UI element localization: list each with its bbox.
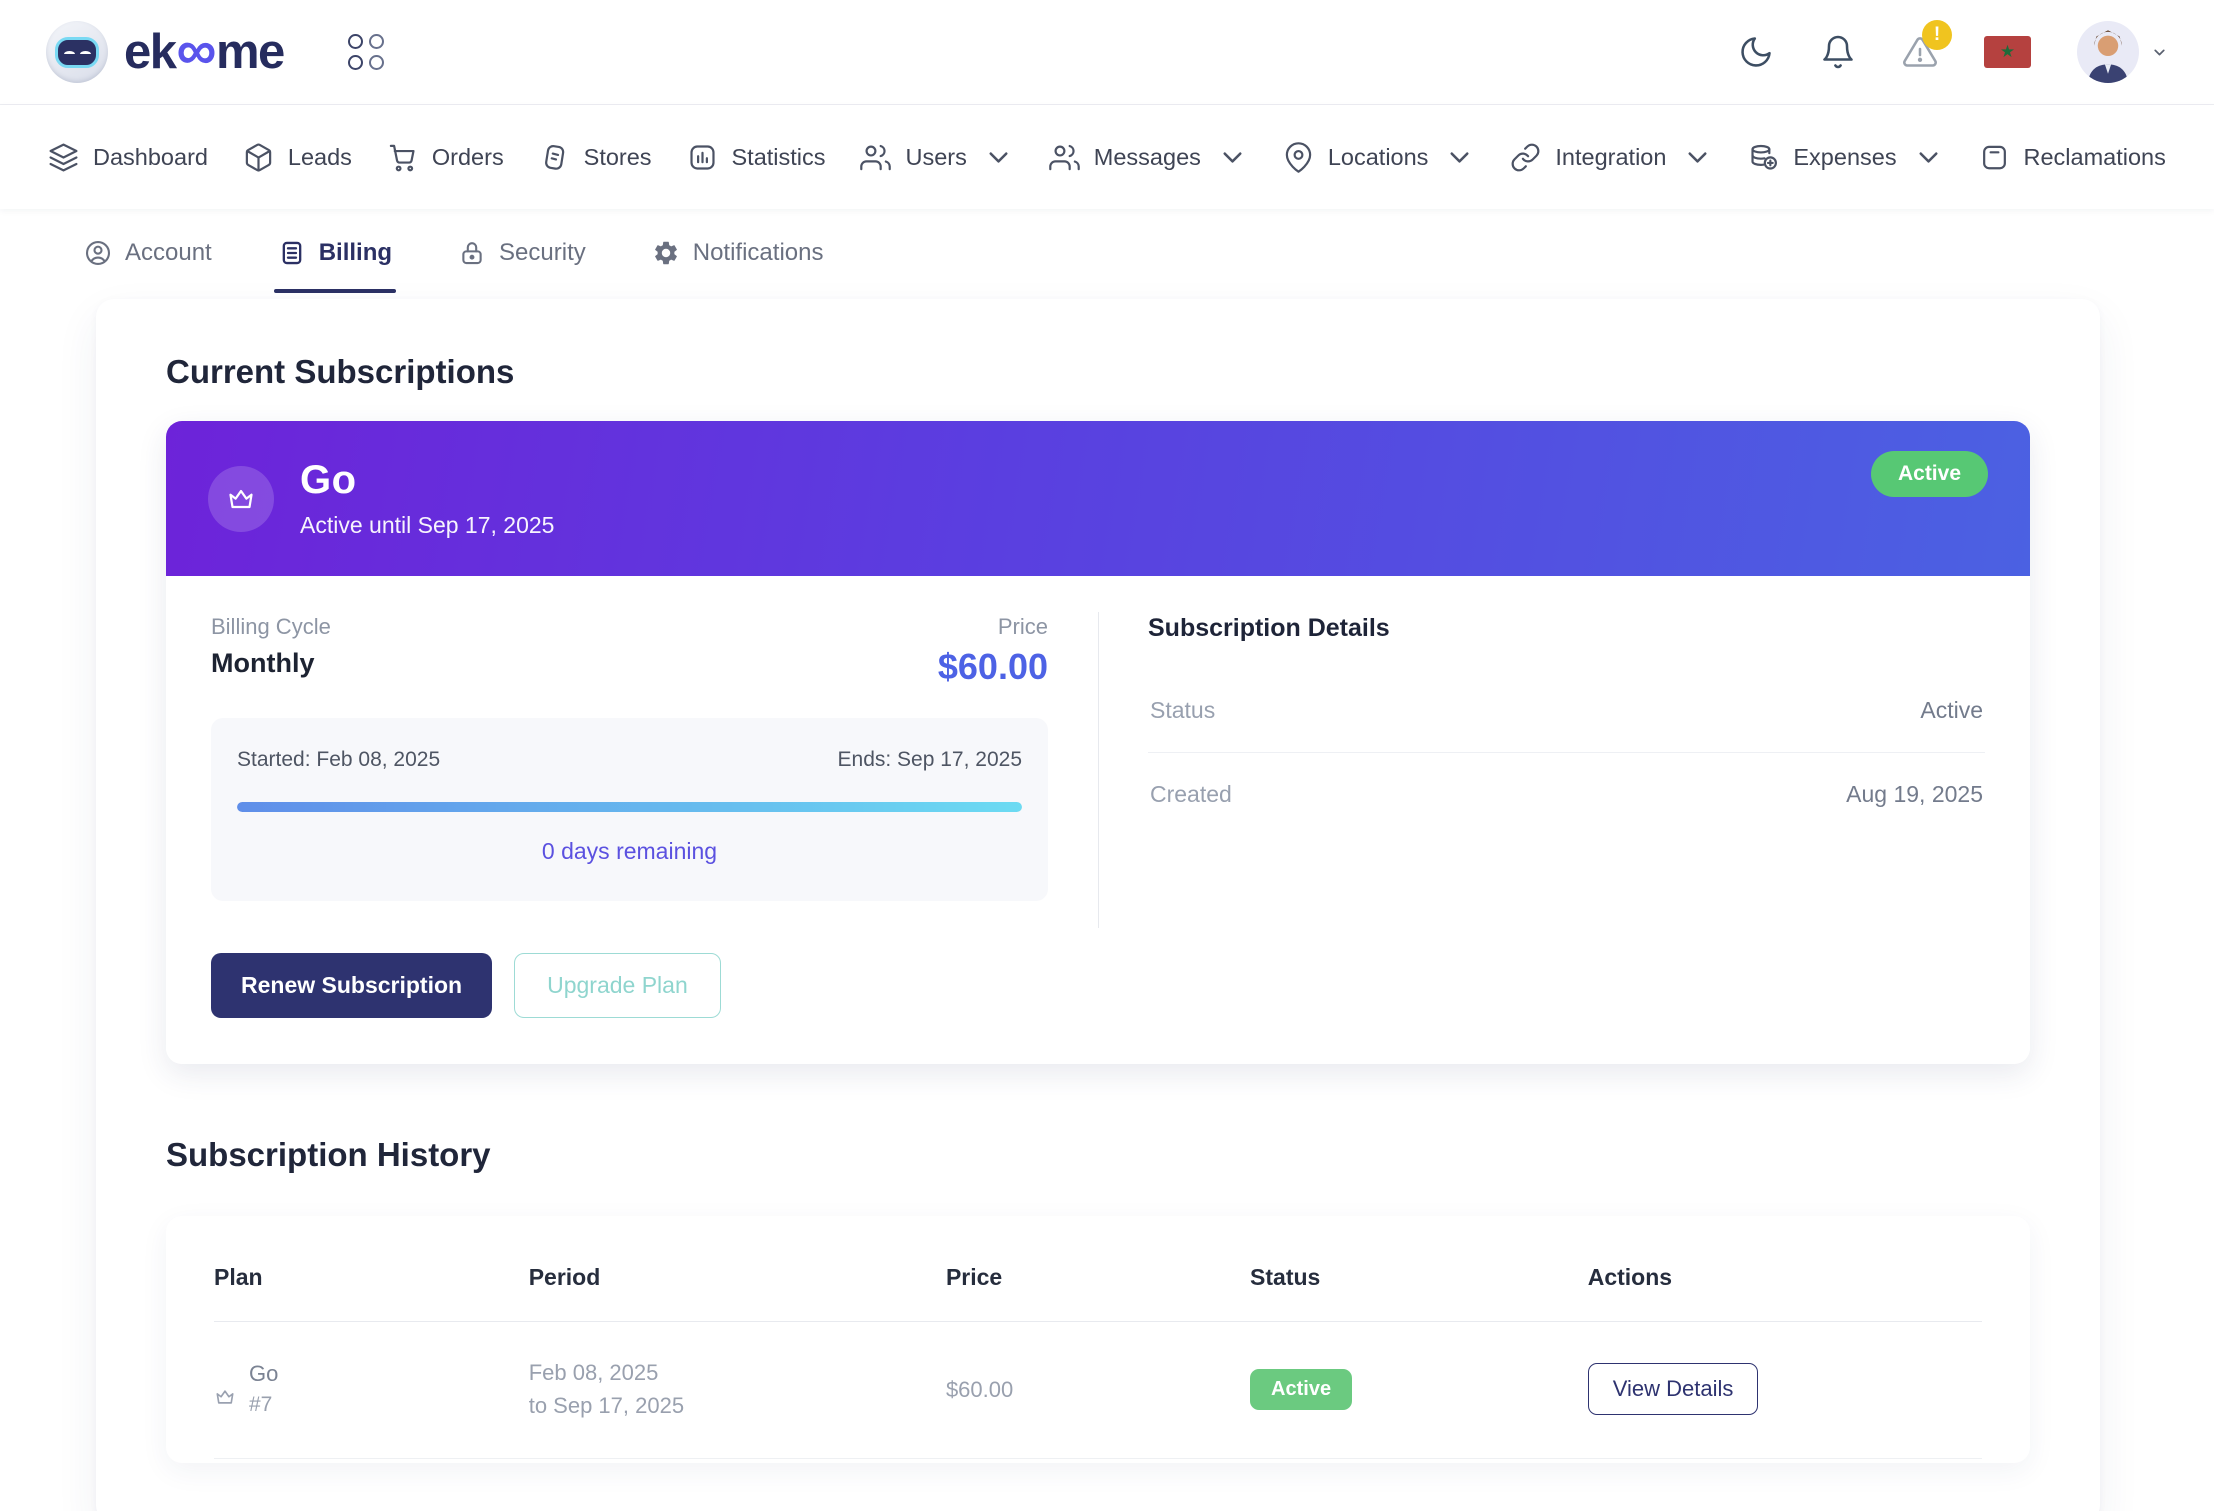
main-navigation: Dashboard Leads Orders Stores Statistics… [0, 105, 2214, 209]
brand-logo[interactable]: ek ∞ me [46, 18, 285, 83]
user-menu[interactable] [2077, 21, 2168, 83]
user-circle-icon [85, 240, 111, 266]
notifications-bell-icon[interactable] [1820, 34, 1856, 70]
tab-notifications[interactable]: Notifications [652, 239, 823, 293]
layers-icon [49, 142, 78, 172]
chevron-down-icon [989, 151, 1008, 163]
apps-grid-icon[interactable] [347, 34, 384, 70]
alert-count-badge: ! [1922, 20, 1952, 50]
price-value: $60.00 [937, 646, 1048, 687]
bar-chart-icon [689, 144, 715, 170]
cart-icon [389, 144, 415, 171]
card-icon [1982, 145, 2006, 169]
nav-item-messages[interactable]: Messages [1048, 142, 1248, 173]
store-icon [544, 144, 564, 170]
brand-text-post: me [215, 25, 285, 79]
plan-cell: Go #7 [214, 1358, 529, 1420]
nav-item-dashboard[interactable]: Dashboard [48, 142, 208, 173]
nav-item-stores[interactable]: Stores [539, 142, 652, 173]
money-stack-icon [1751, 144, 1778, 170]
chevron-down-icon [2154, 49, 2165, 55]
nav-item-statistics[interactable]: Statistics [687, 142, 826, 173]
nav-item-expenses[interactable]: Expenses [1748, 142, 1943, 173]
period-cell: Feb 08, 2025 to Sep 17, 2025 [528, 1360, 685, 1418]
subscription-card-header: Go Active until Sep 17, 2025 Active [166, 421, 2030, 576]
settings-tabs: Account Billing Security Notifications [0, 209, 2214, 293]
nav-item-leads[interactable]: Leads [243, 142, 352, 173]
table-header-row: Plan Period Price Status Actions [214, 1264, 1982, 1322]
detail-row-created: Created Aug 19, 2025 [1148, 752, 1985, 836]
chevron-down-icon [1223, 151, 1242, 163]
subscription-card: Go Active until Sep 17, 2025 Active Bill… [166, 421, 2030, 1064]
billing-content: Current Subscriptions Go Active until Se… [96, 299, 2100, 1511]
plan-badge-circle [208, 465, 274, 532]
start-date: Started: Feb 08, 2025 [237, 748, 441, 771]
subscription-history-table: Plan Period Price Status Actions Go #7 F… [166, 1216, 2030, 1463]
gear-icon [654, 241, 677, 265]
actions-cell: View Details [1587, 1363, 1982, 1415]
invoice-icon [282, 241, 302, 265]
progress-bar-fill [237, 802, 1022, 812]
price-label: Price [997, 614, 1048, 639]
link-icon [1512, 143, 1540, 171]
top-header: ek ∞ me ! ★ [0, 0, 2214, 105]
nav-item-orders[interactable]: Orders [387, 142, 504, 173]
view-details-button[interactable]: View Details [1587, 1363, 1759, 1415]
tab-billing[interactable]: Billing [273, 239, 397, 293]
package-icon [245, 142, 272, 172]
nav-item-locations[interactable]: Locations [1283, 141, 1476, 173]
brand-text-pre: ek [124, 25, 177, 79]
map-pin-icon [1285, 141, 1312, 173]
chevron-down-icon [1919, 151, 1938, 163]
users-icon [1048, 144, 1080, 170]
dark-mode-moon-icon[interactable] [1738, 34, 1774, 70]
chevron-down-icon [1450, 151, 1469, 163]
tab-security[interactable]: Security [458, 239, 586, 293]
status-badge: Active [1870, 451, 1988, 497]
language-flag-morocco[interactable]: ★ [1984, 36, 2031, 68]
plan-name: Go [300, 458, 357, 502]
plan-name-cell: Go [249, 1360, 279, 1386]
column-divider [1098, 612, 1099, 928]
status-cell: Active [1250, 1368, 1588, 1410]
billing-cycle-value: Monthly [211, 648, 315, 678]
crown-icon [229, 489, 253, 508]
price-cell: $60.00 [945, 1376, 1014, 1402]
renew-subscription-button[interactable]: Renew Subscription [211, 953, 493, 1018]
billing-cycle-label: Billing Cycle [211, 614, 331, 639]
brand-name: ek ∞ me [124, 18, 285, 81]
status-badge: Active [1250, 1368, 1353, 1410]
upgrade-plan-button[interactable]: Upgrade Plan [514, 953, 721, 1018]
end-date: Ends: Sep 17, 2025 [837, 748, 1022, 771]
alerts-warning-icon[interactable]: ! [1902, 20, 1952, 70]
subscription-card-body: Billing Cycle Monthly Price $60.00 Start… [166, 576, 2030, 1064]
avatar [2077, 21, 2139, 83]
plan-id-cell: #7 [249, 1392, 273, 1416]
current-subscriptions-title: Current Subscriptions [166, 353, 515, 390]
subscription-history-title: Subscription History [166, 1136, 491, 1173]
days-remaining: 0 days remaining [541, 838, 718, 864]
subscription-details-title: Subscription Details [1148, 614, 1390, 642]
tab-account[interactable]: Account [84, 239, 212, 293]
nav-item-users[interactable]: Users [860, 142, 1013, 173]
chevron-down-icon [1688, 151, 1707, 163]
nav-item-reclamations[interactable]: Reclamations [1979, 142, 2166, 173]
users-icon [860, 144, 892, 170]
detail-row-status: Status Active [1150, 697, 1983, 723]
progress-bar-track [237, 802, 1022, 812]
flag-star-icon: ★ [1999, 42, 2016, 61]
plan-subtitle: Active until Sep 17, 2025 [300, 512, 555, 538]
crown-icon [216, 1390, 234, 1404]
lock-icon [462, 242, 482, 265]
nav-item-integration[interactable]: Integration [1510, 142, 1713, 173]
robot-logo-icon [46, 21, 108, 83]
subscription-progress-box: Started: Feb 08, 2025 Ends: Sep 17, 2025… [211, 718, 1048, 901]
table-row: Go #7 Feb 08, 2025 to Sep 17, 2025 $60.0… [214, 1322, 1982, 1459]
